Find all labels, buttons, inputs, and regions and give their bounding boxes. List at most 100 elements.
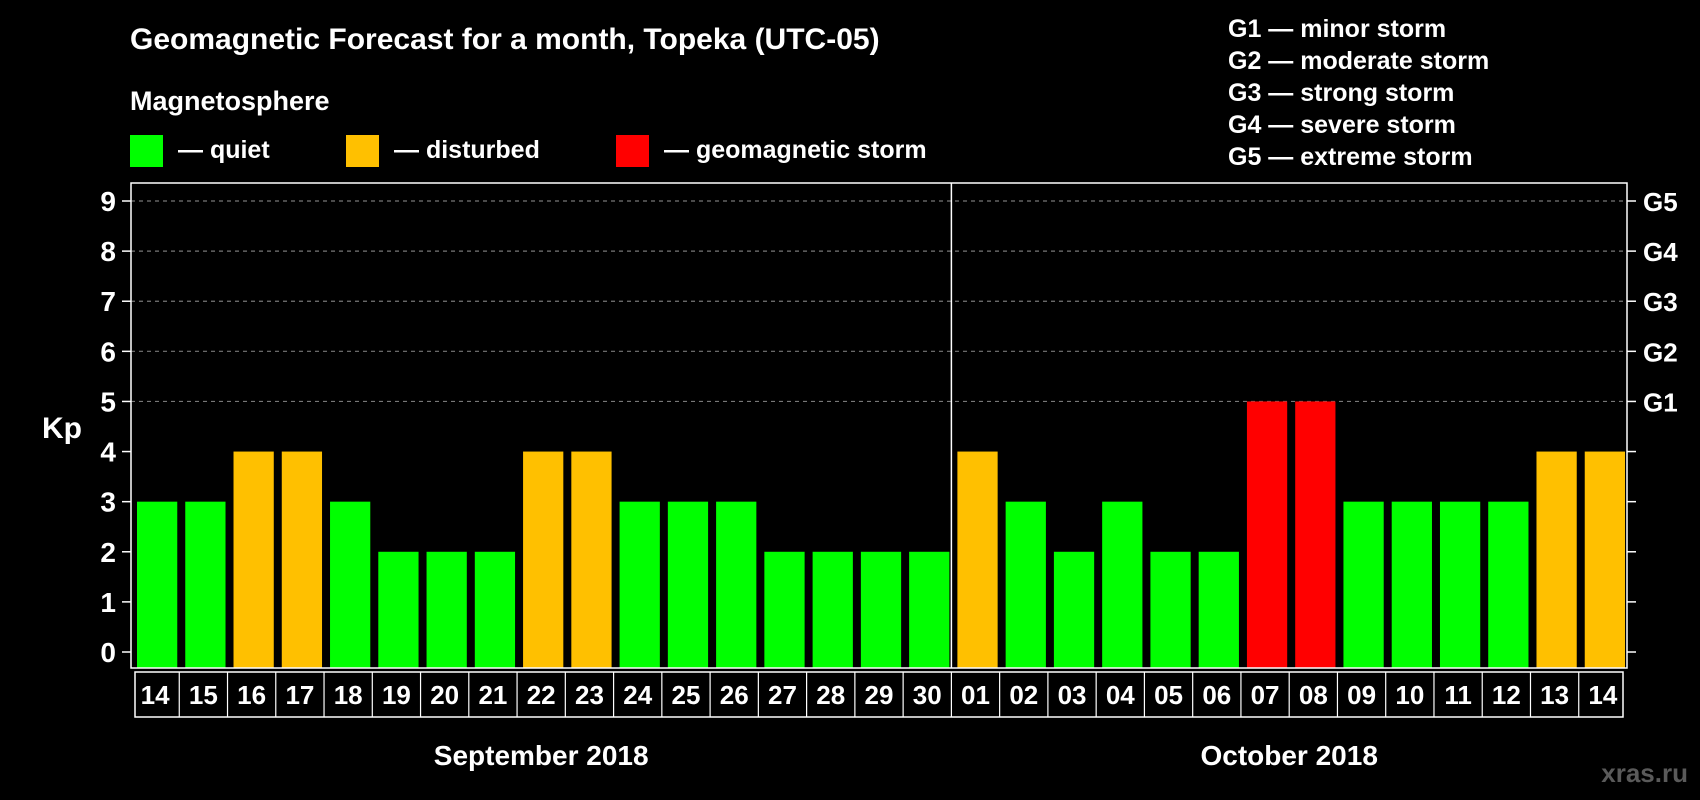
x-tick-label-30: 14 bbox=[1588, 680, 1617, 710]
x-tick-label-16: 30 bbox=[913, 680, 942, 710]
x-tick-label-2: 16 bbox=[237, 680, 266, 710]
ytick-label-7: 7 bbox=[100, 286, 116, 317]
x-tick-label-6: 20 bbox=[430, 680, 459, 710]
bar-1 bbox=[185, 501, 226, 668]
x-tick-label-4: 18 bbox=[334, 680, 363, 710]
legend-label-quiet: — quiet bbox=[178, 136, 270, 164]
right-axis-label-g1: G1 bbox=[1643, 387, 1678, 417]
bar-29 bbox=[1536, 451, 1577, 668]
storm-scale-list: G1 — minor storm G2 — moderate storm G3 … bbox=[1228, 15, 1489, 171]
storm-scale-g3: G3 — strong storm bbox=[1228, 79, 1454, 107]
x-tick-label-12: 26 bbox=[720, 680, 749, 710]
x-tick-label-1: 15 bbox=[189, 680, 218, 710]
legend-label-storm: — geomagnetic storm bbox=[664, 136, 927, 164]
ytick-label-5: 5 bbox=[100, 386, 116, 417]
x-tick-label-7: 21 bbox=[478, 680, 507, 710]
legend-heading: Magnetosphere bbox=[130, 86, 330, 116]
bar-6 bbox=[426, 551, 467, 668]
x-tick-label-8: 22 bbox=[527, 680, 556, 710]
y-axis-label: Kp bbox=[42, 412, 82, 445]
storm-scale-g4: G4 — severe storm bbox=[1228, 111, 1456, 139]
x-tick-label-18: 02 bbox=[1009, 680, 1038, 710]
ytick-label-1: 1 bbox=[100, 587, 116, 618]
grid-lines bbox=[131, 200, 1627, 403]
ytick-label-4: 4 bbox=[100, 437, 116, 468]
watermark: xras.ru bbox=[1601, 758, 1688, 788]
x-tick-label-20: 04 bbox=[1106, 680, 1135, 710]
bar-13 bbox=[764, 551, 805, 668]
bar-25 bbox=[1343, 501, 1384, 668]
bar-22 bbox=[1198, 551, 1239, 668]
x-tick-label-29: 13 bbox=[1540, 680, 1569, 710]
x-tick-label-27: 11 bbox=[1444, 680, 1472, 710]
right-axis-label-g4: G4 bbox=[1643, 237, 1678, 267]
bar-0 bbox=[137, 501, 178, 668]
ytick-label-0: 0 bbox=[100, 637, 116, 668]
chart-title: Geomagnetic Forecast for a month, Topeka… bbox=[130, 23, 880, 56]
right-axis-label-g5: G5 bbox=[1643, 187, 1678, 217]
bar-28 bbox=[1488, 501, 1529, 668]
x-tick-label-19: 03 bbox=[1058, 680, 1087, 710]
plot-frame bbox=[130, 182, 1628, 669]
storm-scale-g2: G2 — moderate storm bbox=[1228, 47, 1489, 75]
x-tick-label-23: 07 bbox=[1251, 680, 1280, 710]
x-tick-label-17: 01 bbox=[961, 680, 990, 710]
x-axis-box bbox=[134, 671, 1624, 718]
x-tick-label-26: 10 bbox=[1395, 680, 1424, 710]
bar-16 bbox=[909, 551, 950, 668]
bar-15 bbox=[860, 551, 902, 668]
bar-8 bbox=[523, 451, 564, 668]
month-label-september: September 2018 bbox=[434, 740, 649, 771]
bar-7 bbox=[474, 551, 516, 668]
bars bbox=[137, 401, 1625, 668]
x-tick-label-9: 23 bbox=[575, 680, 604, 710]
legend-swatch-quiet bbox=[130, 135, 163, 167]
legend-swatch-disturbed bbox=[346, 135, 379, 167]
bar-5 bbox=[378, 551, 419, 668]
x-tick-label-5: 19 bbox=[382, 680, 411, 710]
ytick-label-6: 6 bbox=[100, 336, 116, 367]
month-label-october: October 2018 bbox=[1200, 740, 1377, 771]
bar-21 bbox=[1150, 551, 1191, 668]
bar-3 bbox=[281, 451, 323, 668]
storm-scale-g5: G5 — extreme storm bbox=[1228, 143, 1473, 171]
bar-11 bbox=[667, 501, 709, 668]
x-tick-label-25: 09 bbox=[1347, 680, 1376, 710]
x-tick-label-24: 08 bbox=[1299, 680, 1328, 710]
x-tick-label-22: 06 bbox=[1202, 680, 1231, 710]
x-tick-label-0: 14 bbox=[141, 680, 170, 710]
legend-label-disturbed: — disturbed bbox=[394, 136, 540, 164]
bar-17 bbox=[957, 451, 998, 668]
ytick-label-2: 2 bbox=[100, 537, 116, 568]
storm-scale-g1: G1 — minor storm bbox=[1228, 15, 1446, 43]
ytick-label-8: 8 bbox=[100, 236, 116, 267]
bar-10 bbox=[619, 501, 660, 668]
x-axis-day-labels: 14 15 16 17 18 19 20 21 22 23 24 25 26 27 28 29 30 01 02 03… bbox=[134, 671, 1624, 718]
x-tick-label-14: 28 bbox=[816, 680, 845, 710]
bar-14 bbox=[812, 551, 853, 668]
legend-swatch-storm bbox=[616, 135, 649, 167]
right-axis-label-g2: G2 bbox=[1643, 337, 1678, 367]
x-tick-label-13: 27 bbox=[768, 680, 797, 710]
bar-19 bbox=[1053, 551, 1095, 668]
legend: — quiet — disturbed — geomagnetic storm bbox=[130, 135, 927, 167]
bar-20 bbox=[1102, 501, 1143, 668]
bar-24 bbox=[1295, 401, 1336, 668]
x-tick-label-15: 29 bbox=[865, 680, 894, 710]
ytick-label-3: 3 bbox=[100, 487, 116, 518]
axes: 0 1 2 3 4 5 6 7 8 9 G1 G2 G3 G4 G5 bbox=[100, 182, 1678, 669]
bar-23 bbox=[1246, 401, 1288, 668]
bar-4 bbox=[330, 501, 371, 668]
x-tick-label-3: 17 bbox=[285, 680, 314, 710]
bar-2 bbox=[233, 451, 274, 668]
bar-27 bbox=[1439, 501, 1481, 668]
bar-9 bbox=[571, 451, 612, 668]
right-axis-label-g3: G3 bbox=[1643, 287, 1678, 317]
x-tick-label-11: 25 bbox=[672, 680, 701, 710]
bar-26 bbox=[1391, 501, 1432, 668]
bar-30 bbox=[1584, 451, 1625, 668]
bar-12 bbox=[716, 501, 757, 668]
x-tick-label-21: 05 bbox=[1154, 680, 1183, 710]
x-tick-label-10: 24 bbox=[623, 680, 652, 710]
